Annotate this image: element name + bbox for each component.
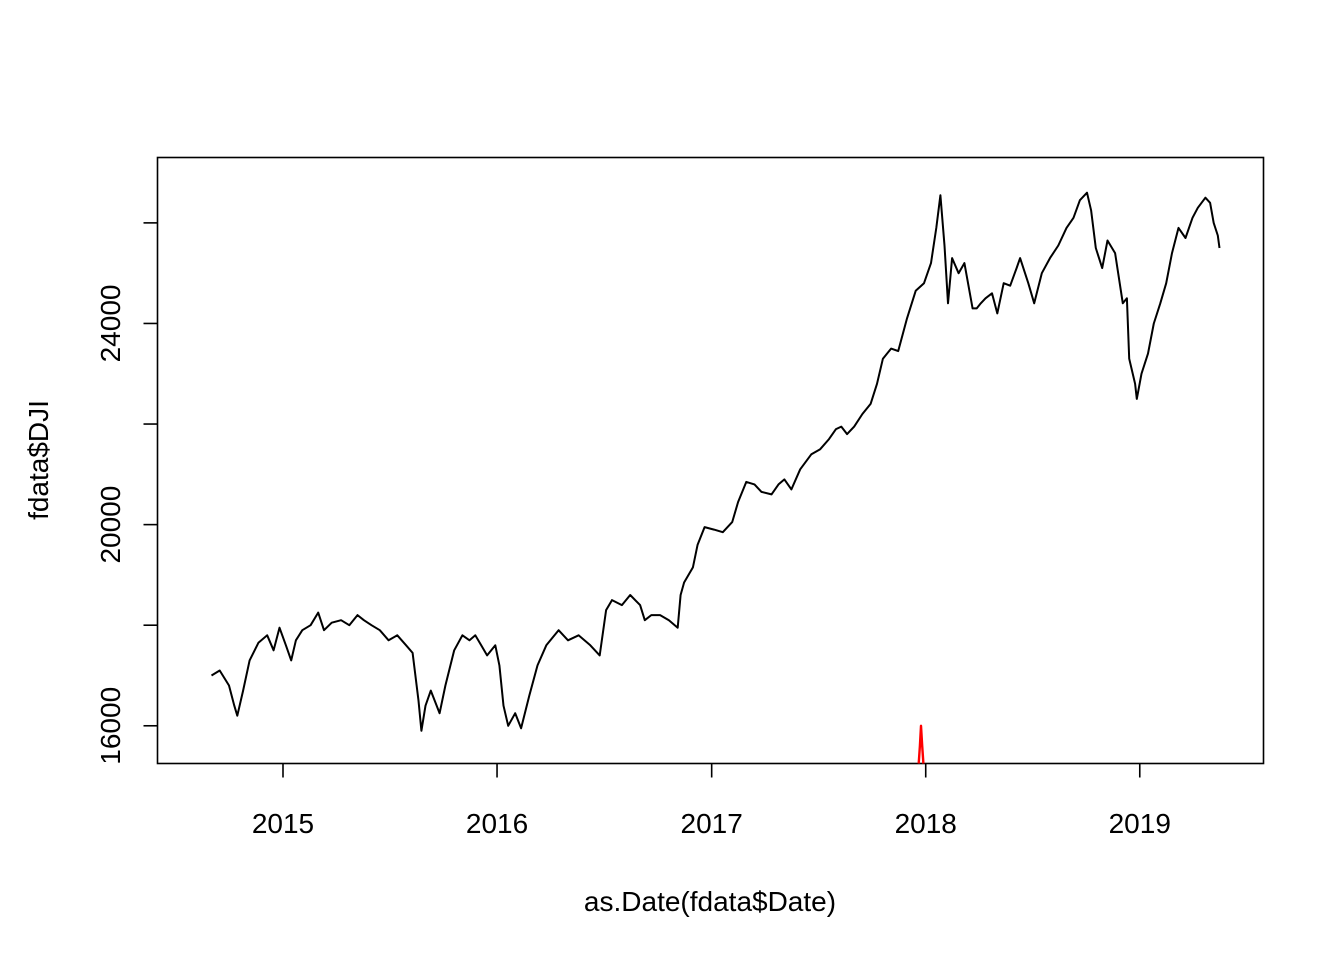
plot-frame	[156, 156, 1265, 765]
series-layer	[210, 191, 1221, 764]
x-tick-label: 2018	[895, 808, 957, 839]
series-line-2	[917, 724, 925, 764]
x-axis: 2015 2016 2017 2018 2019	[252, 763, 1171, 839]
y-tick-label: 16000	[95, 687, 126, 765]
x-tick-label: 2015	[252, 808, 314, 839]
x-axis-label: as.Date(fdata$Date)	[584, 886, 836, 917]
x-tick-label: 2017	[681, 808, 743, 839]
y-axis: 16000 20000 24000	[95, 222, 158, 765]
y-axis-label: fdata$DJI	[23, 400, 54, 520]
y-tick-label: 24000	[95, 285, 126, 363]
x-tick-label: 2019	[1109, 808, 1171, 839]
y-tick-label: 20000	[95, 486, 126, 564]
series-line-1	[210, 191, 1221, 732]
x-tick-label: 2016	[466, 808, 528, 839]
